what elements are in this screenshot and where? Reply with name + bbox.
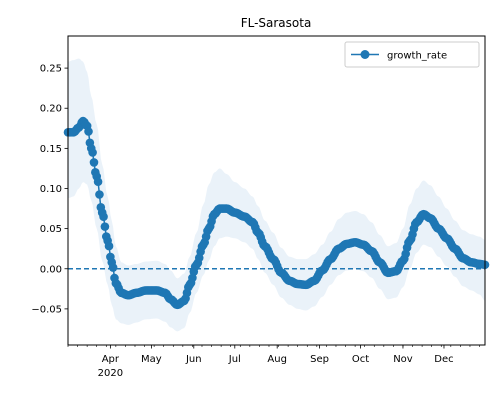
data-point: [89, 158, 99, 167]
x-tick-label: Apr: [102, 354, 120, 365]
data-point: [93, 177, 103, 187]
x-tick-label: Aug: [267, 354, 287, 365]
x-tick-label: Jul: [228, 354, 241, 365]
chart-title: FL-Sarasota: [241, 16, 312, 30]
y-tick-label: 0.10: [40, 184, 62, 195]
data-point: [104, 241, 114, 251]
data-point: [88, 148, 97, 157]
x-tick-label: Nov: [393, 354, 413, 365]
x-tick-label: Dec: [434, 354, 453, 365]
legend: growth_rate: [344, 41, 480, 68]
x-tick-label: Sep: [310, 354, 329, 365]
x-tick-sublabel: 2020: [98, 368, 123, 379]
y-tick-label: 0.05: [40, 224, 62, 235]
y-tick-label: 0.20: [40, 104, 62, 115]
x-axis: Apr 2020 May Jun Jul Aug Sep Oct Nov Dec: [67, 345, 480, 379]
data-point: [95, 190, 104, 199]
data-point: [100, 222, 110, 231]
plot-frame: [67, 35, 486, 346]
x-tick-label: May: [141, 354, 162, 365]
x-tick-label: Oct: [352, 354, 369, 365]
legend-label: growth_rate: [387, 51, 447, 62]
y-tick-label: 0.00: [40, 264, 62, 275]
y-tick-label: 0.25: [40, 64, 62, 75]
data-point: [84, 127, 93, 136]
data-point: [108, 263, 118, 272]
x-tick-label: Jun: [185, 354, 202, 365]
legend-marker-swatch: [360, 50, 370, 59]
legend-frame: [344, 41, 480, 68]
y-tick-label: −0.05: [31, 304, 62, 315]
y-tick-label: 0.15: [40, 144, 62, 155]
data-points-layer: [63, 116, 490, 310]
y-axis: 0.25 0.20 0.15 0.10 0.05 0.00 −0.05: [31, 64, 68, 315]
data-point: [99, 212, 108, 221]
